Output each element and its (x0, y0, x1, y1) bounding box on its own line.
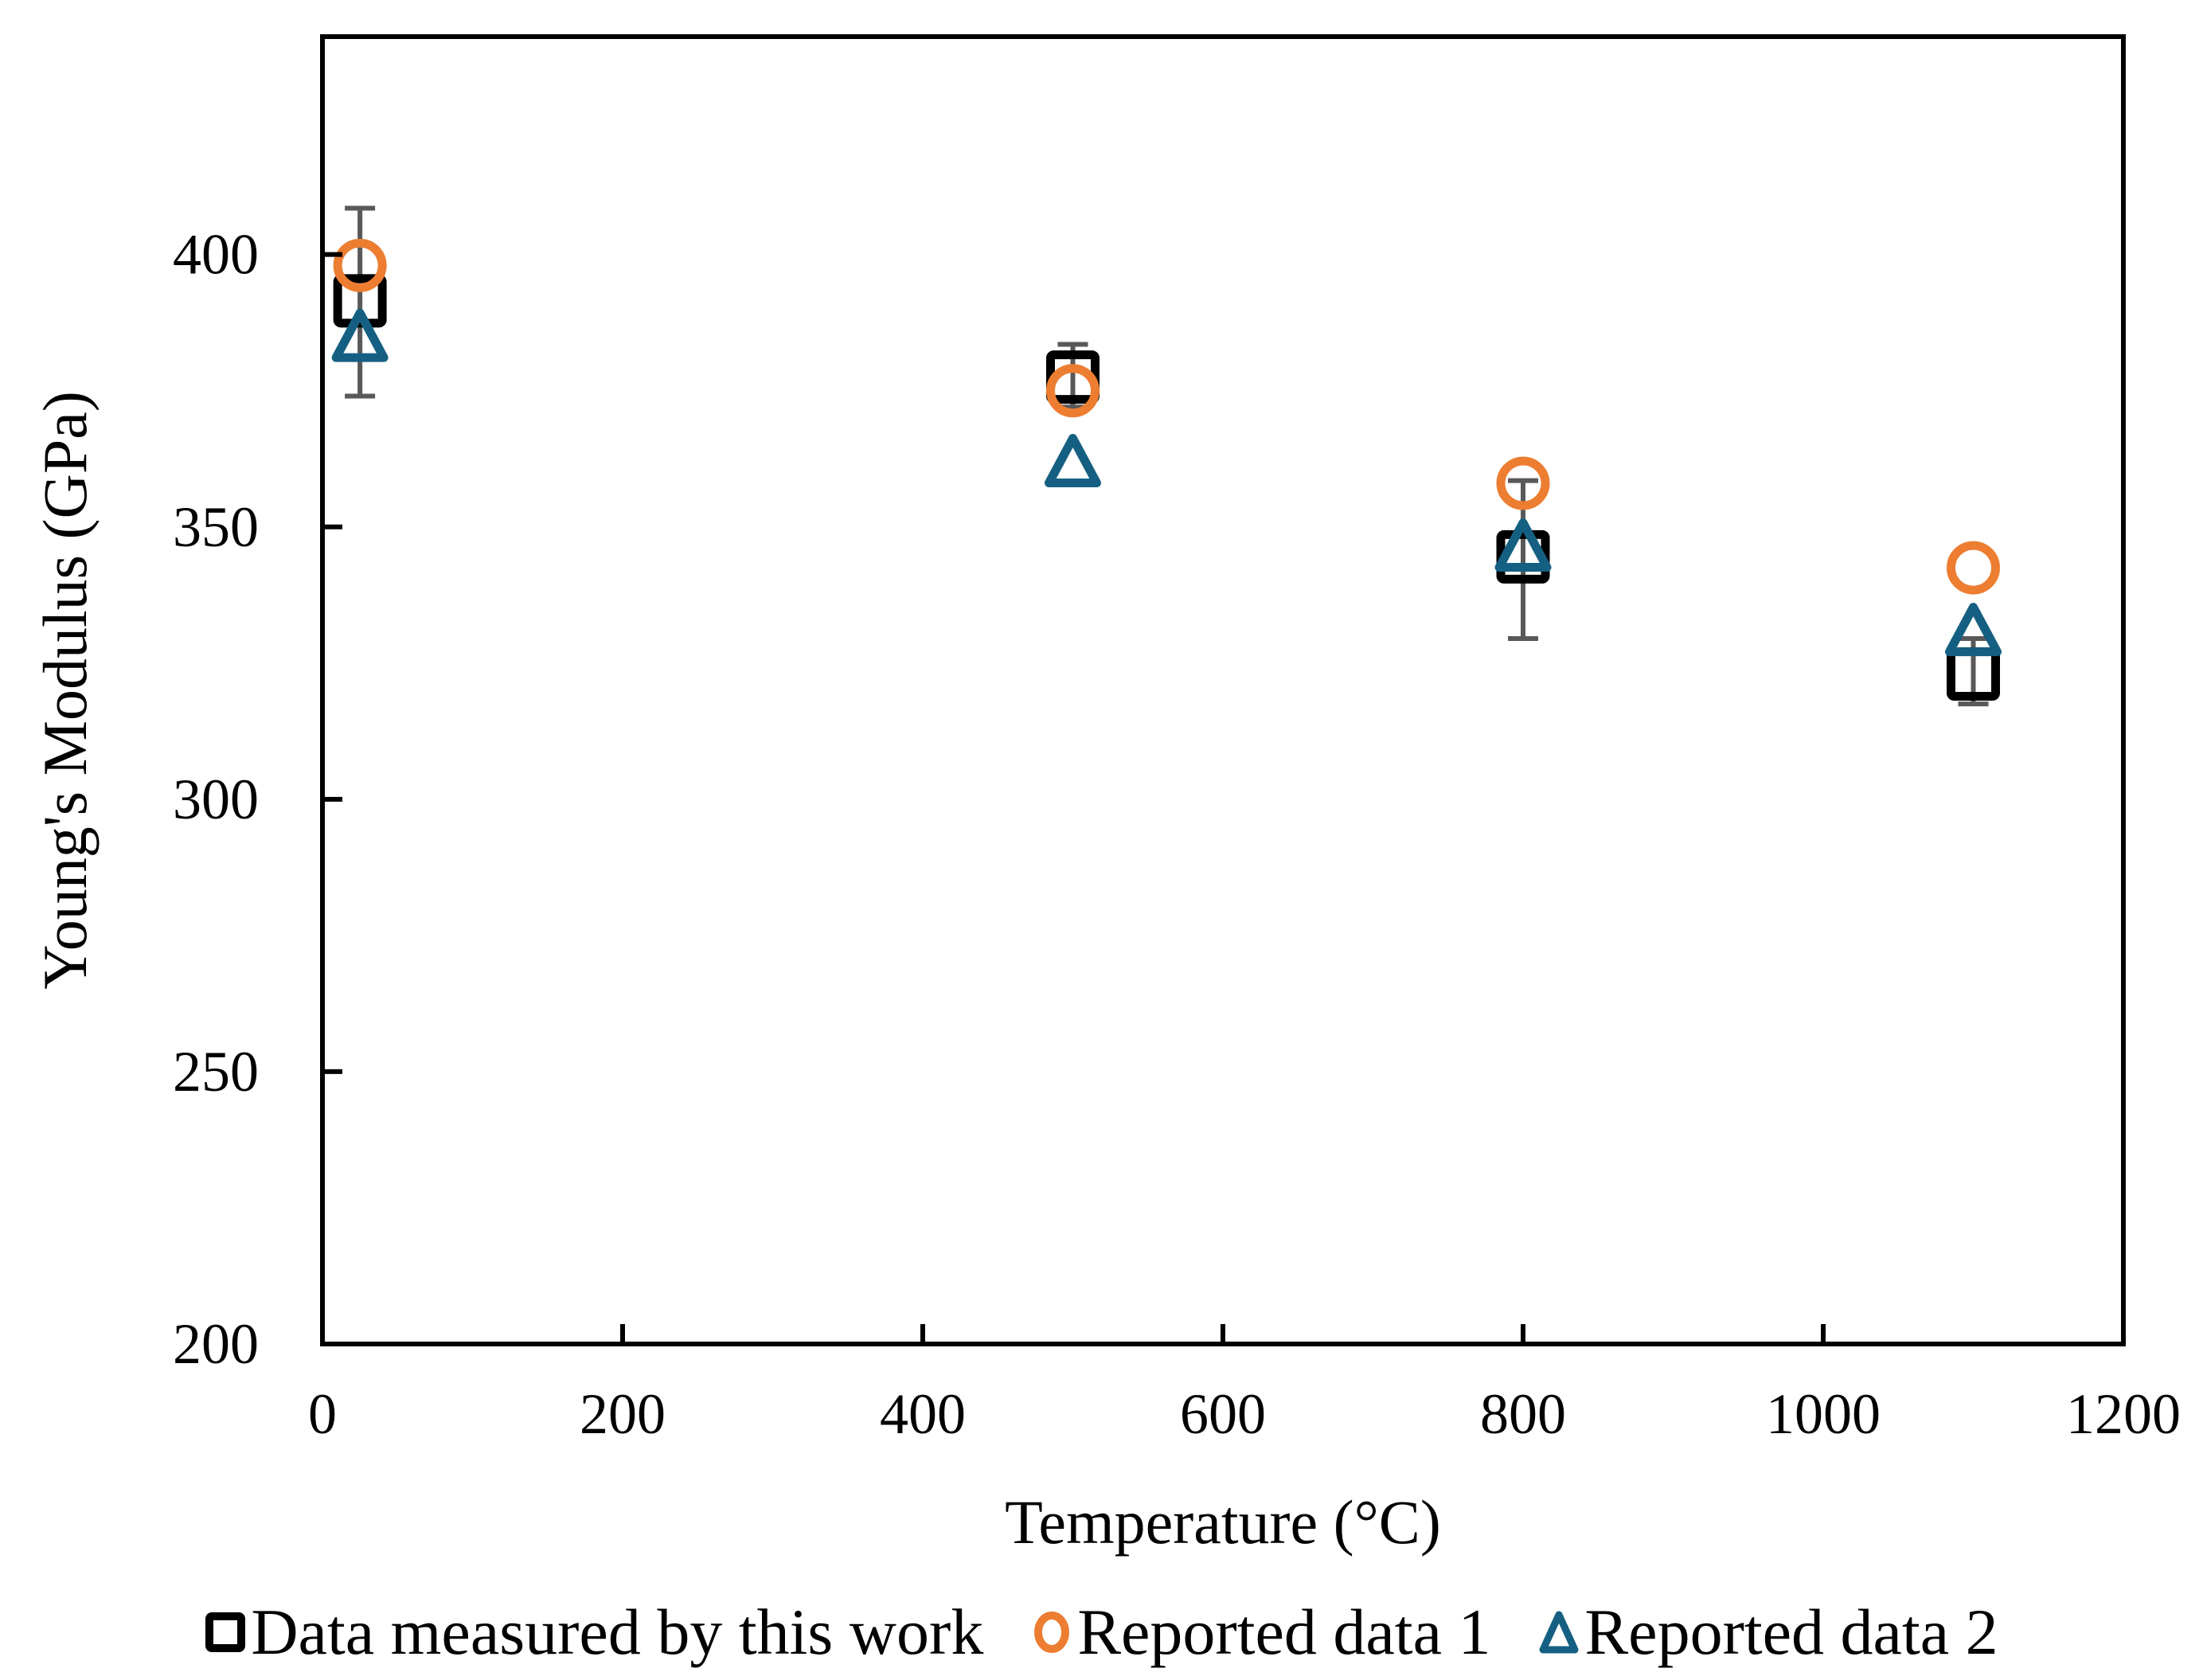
plot-frame (320, 34, 2126, 1346)
legend-label: Reported data 1 (1077, 1596, 1491, 1668)
x-axis-title: Temperature (°C) (1005, 1487, 1441, 1557)
data-point-triangle (1045, 433, 1101, 487)
y-tick-label: 200 (173, 1312, 259, 1376)
x-tick-label: 1200 (2066, 1382, 2181, 1446)
legend-label: Data measured by this work (251, 1596, 984, 1668)
axes: 200 250 300 350 400 0 200 400 600 800 1000 1200 (173, 34, 2181, 1446)
y-tick-label: 400 (173, 223, 259, 287)
y-axis-title: Young's Modulus (GPa) (30, 391, 100, 990)
x-tick-label: 400 (880, 1382, 966, 1446)
legend: Data measured by this work Reported data… (0, 1584, 2203, 1680)
legend-item-reported-1: Reported data 1 (1031, 1600, 1490, 1665)
x-tick-label: 1000 (1766, 1382, 1881, 1446)
y-tick-label: 250 (173, 1040, 259, 1104)
x-tick-label: 0 (308, 1382, 337, 1446)
data-point-triangle (1945, 603, 2002, 657)
x-tick-label: 800 (1480, 1382, 1566, 1446)
x-tick-label: 600 (1180, 1382, 1266, 1446)
data-point-square (333, 274, 387, 328)
square-icon (205, 1612, 246, 1652)
circle-icon (1034, 1612, 1070, 1653)
data-point-triangle (1494, 518, 1552, 572)
data-point-circle (333, 238, 387, 292)
data-point-triangle (331, 308, 389, 362)
data-point-circle (1947, 541, 2000, 595)
legend-item-measured: Data measured by this work (205, 1600, 983, 1665)
legend-item-reported-2: Reported data 2 (1538, 1600, 1998, 1665)
y-tick-label: 300 (173, 768, 259, 831)
data-point-circle (1046, 364, 1100, 418)
legend-label: Reported data 2 (1584, 1596, 1998, 1668)
y-tick-label: 350 (173, 495, 259, 559)
triangle-icon (1539, 1611, 1579, 1654)
plot-area (331, 205, 2002, 707)
x-tick-label: 200 (580, 1382, 666, 1446)
data-point-circle (1496, 456, 1550, 510)
